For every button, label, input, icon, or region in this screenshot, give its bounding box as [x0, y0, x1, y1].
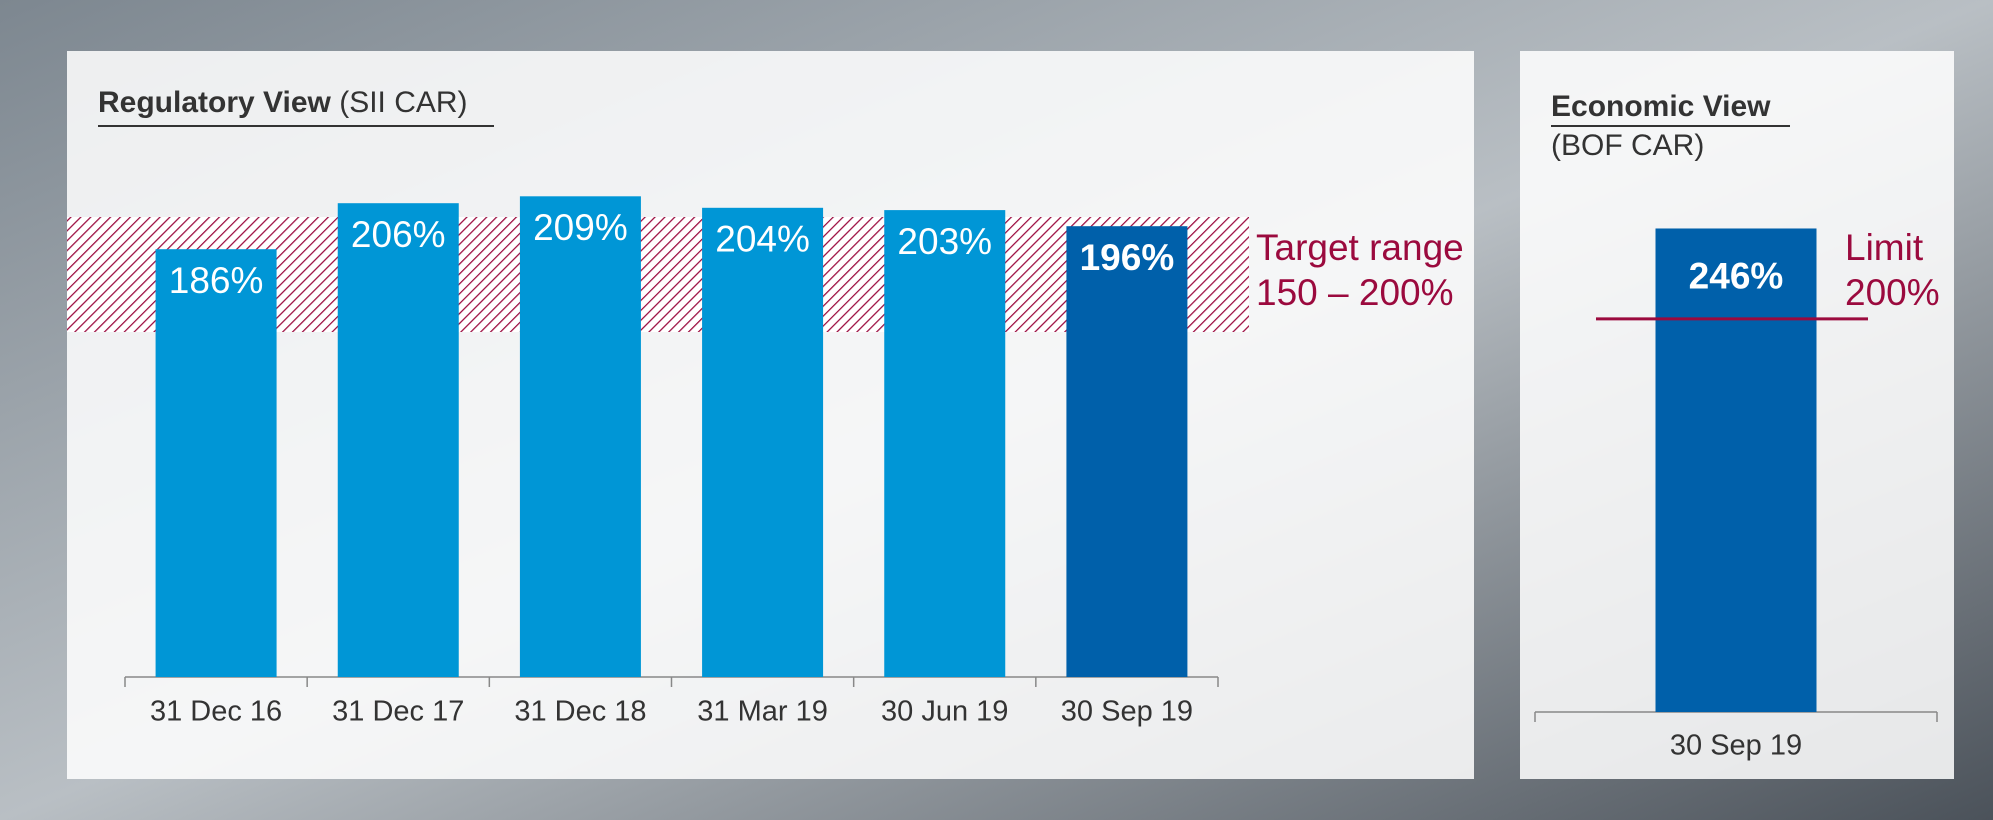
value-label: 196%	[1080, 237, 1175, 278]
annotation: Limit	[1845, 227, 1924, 268]
x-tick-label: 30 Jun 19	[881, 696, 1008, 728]
bar	[519, 196, 641, 678]
bar	[702, 207, 824, 678]
annotation: Target range	[1256, 227, 1464, 268]
bar	[337, 203, 459, 677]
value-label: 206%	[351, 214, 446, 255]
subtitle: (SII CAR)	[339, 86, 467, 119]
x-tick-label: 31 Dec 16	[150, 696, 282, 728]
title: Regulatory View	[98, 86, 332, 119]
chart-title: Economic View	[1551, 90, 1771, 123]
bar	[155, 249, 277, 677]
x-tick-label: 30 Sep 19	[1670, 730, 1802, 762]
value-label: 204%	[715, 219, 810, 260]
bar	[1655, 228, 1817, 712]
x-tick-label: 31 Dec 17	[332, 696, 464, 728]
chart-subtitle: (BOF CAR)	[1551, 129, 1704, 162]
x-tick-label: 30 Sep 19	[1061, 696, 1193, 728]
value-label: 203%	[897, 221, 992, 262]
x-tick-label: 31 Dec 18	[514, 696, 646, 728]
x-tick-label: 31 Mar 19	[697, 696, 828, 728]
value-label: 209%	[533, 207, 628, 248]
annotation: 150 – 200%	[1256, 272, 1454, 313]
chart-title: Regulatory View (SII CAR)	[98, 86, 468, 119]
value-label: 246%	[1689, 255, 1784, 296]
bar	[1066, 226, 1188, 677]
annotation: 200%	[1845, 272, 1940, 313]
value-label: 186%	[169, 260, 264, 301]
bar	[884, 210, 1006, 677]
